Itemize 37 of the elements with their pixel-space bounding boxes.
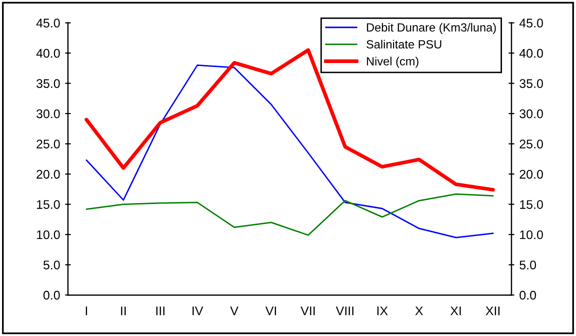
legend-label: Nivel (cm)	[366, 56, 418, 68]
x-tick-label: IV	[192, 306, 204, 316]
y2-tick-label: 15.0	[520, 200, 543, 209]
x-tick-label: X	[415, 306, 423, 316]
y2-tick-label: 25.0	[520, 140, 543, 148]
x-tick-label: V	[230, 306, 238, 316]
y-tick-label: 45.0	[36, 18, 60, 28]
x-tick-label: XI	[450, 306, 461, 316]
y2-tick-label: 20.0	[520, 170, 543, 179]
y-tick-label: 40.0	[36, 48, 60, 58]
y2-tick-label: 40.0	[519, 48, 543, 58]
y-tick-label: 0.0	[43, 290, 60, 300]
legend-label: Salinitate PSU	[366, 40, 442, 49]
y-tick-label: 5.0	[43, 260, 60, 270]
line-series	[86, 193, 494, 236]
y2-tick-label: 35.0	[520, 79, 543, 88]
x-tick-label: I	[86, 306, 88, 316]
y-tick-label: 10.0	[36, 230, 60, 240]
y2-tick-label: 45.0	[519, 18, 543, 28]
y2-tick-label: 10.0	[520, 230, 543, 240]
legend-label: Debit Dunare (Km3/luna)	[366, 22, 496, 34]
x-tick-label: II	[121, 306, 126, 316]
y-tick-label: 15.0	[36, 200, 60, 209]
x-tick-label: VII	[300, 306, 315, 316]
y-tick-label: 20.0	[36, 170, 60, 179]
y-tick-label: 35.0	[36, 79, 60, 88]
x-tick-label: VIII	[336, 306, 354, 316]
y-tick-label: 30.0	[36, 109, 60, 118]
x-tick-label: XII	[486, 306, 500, 316]
x-tick-label: III	[156, 306, 164, 316]
y2-tick-label: 30.0	[520, 109, 543, 118]
x-tick-label: VI	[265, 306, 276, 316]
line-series	[84, 48, 495, 192]
y-tick-label: 25.0	[36, 140, 60, 148]
x-tick-label: IX	[377, 306, 388, 316]
y2-tick-label: 0.0	[520, 290, 536, 300]
y2-tick-label: 5.0	[520, 260, 536, 270]
